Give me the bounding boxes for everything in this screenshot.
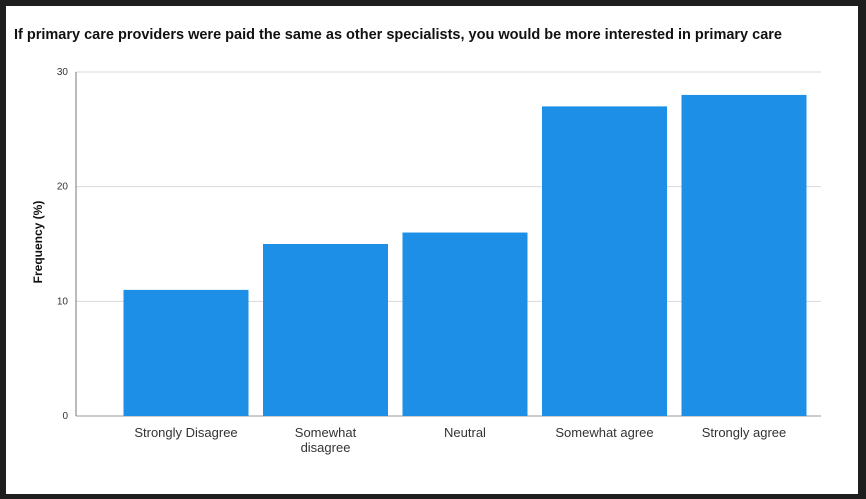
y-axis-title: Frequency (%) <box>31 201 45 284</box>
y-tick-label: 10 <box>57 296 69 307</box>
x-tick-label: Neutral <box>444 425 486 440</box>
y-tick-labels: 0 10 20 30 <box>57 67 69 422</box>
chart-title: If primary care providers were paid the … <box>14 27 782 43</box>
x-tick-label: Strongly agree <box>702 425 787 440</box>
y-tick-label: 30 <box>57 67 69 78</box>
bar <box>263 244 388 416</box>
bar <box>542 106 667 417</box>
y-tick-label: 0 <box>62 411 68 422</box>
chart-frame: If primary care providers were paid the … <box>6 6 858 494</box>
bar <box>681 94 807 416</box>
x-tick-label: Somewhat agree <box>555 425 653 440</box>
bar <box>123 289 249 416</box>
x-tick-label: Strongly Disagree <box>134 425 237 440</box>
x-tick-labels: Strongly Disagree Somewhat disagree Neutral… <box>134 425 786 455</box>
x-tick-label: Somewhat disagree <box>295 425 357 455</box>
bar <box>402 232 528 416</box>
bars <box>123 94 807 417</box>
bar-chart: 0 10 20 30 Strongly Disagree Somewhat disagre… <box>31 67 821 455</box>
y-tick-label: 20 <box>57 182 69 193</box>
